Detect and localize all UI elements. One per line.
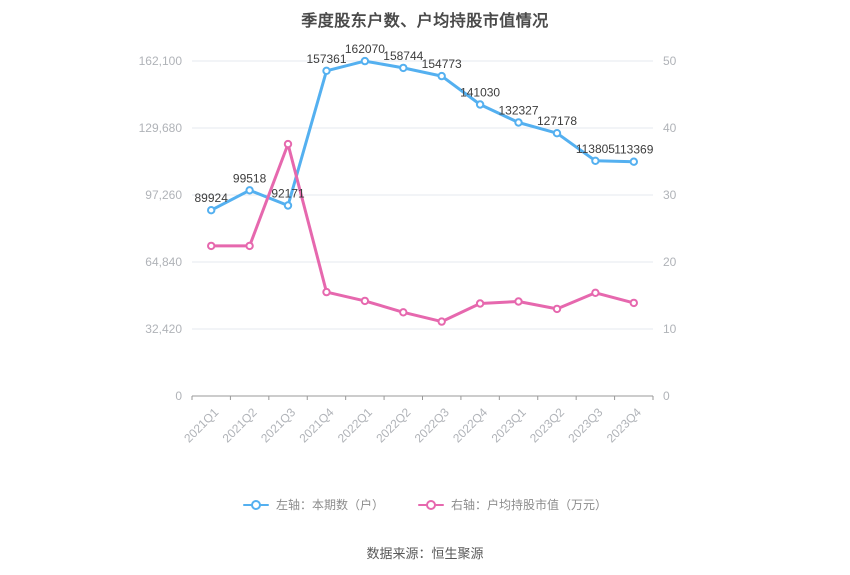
data-point-label: 99518 [233,171,267,185]
y-axis-tick-right: 20 [663,255,677,269]
data-point-series-0 [591,156,600,166]
x-axis-label: 2021Q3 [258,405,298,445]
y-axis-tick-left: 0 [175,389,182,403]
y-axis-tick-right: 0 [663,389,670,403]
x-axis-label: 2021Q2 [220,405,260,445]
y-axis-tick-right: 10 [663,322,677,336]
y-axis-tick-right: 30 [663,188,677,202]
data-point-series-0 [245,186,254,195]
data-point-series-1 [245,241,254,251]
x-axis-label: 2023Q2 [527,405,567,445]
x-axis-label: 2023Q1 [489,405,529,445]
data-point-label: 127178 [537,114,577,128]
data-point-label: 162070 [345,42,385,56]
data-point-series-1 [552,304,562,314]
data-point-series-0 [629,157,638,166]
y-axis-tick-right: 50 [663,54,677,68]
legend-line-marker-blue-icon [242,499,269,510]
chart-title: 季度股东户数、户均持股市值情况 [301,13,549,30]
data-point-series-0 [322,66,331,76]
x-axis-label: 2023Q4 [604,405,644,445]
data-point-series-1 [322,287,331,297]
data-point-series-0 [552,129,562,138]
legend-label-market-value: 右轴：户均持股市值（万元） [451,498,608,512]
data-point-series-1 [399,308,408,317]
data-point-series-1 [475,299,485,308]
data-point-series-0 [514,118,523,127]
data-point-series-0 [207,206,216,215]
x-axis-label: 2022Q3 [412,405,452,445]
y-axis-tick-left: 32,420 [145,322,182,336]
data-point-label: 92171 [271,187,305,201]
data-point-label: 158744 [383,49,423,63]
y-axis-tick-left: 129,680 [139,121,183,135]
data-point-label: 141030 [460,86,500,100]
legend-label-shareholder-count: 左轴：本期数（户） [275,498,384,512]
data-point-series-1 [629,298,638,308]
data-point-label: 154773 [422,57,462,71]
data-point-series-0 [360,56,370,66]
data-point-series-1 [283,139,293,149]
data-point-series-1 [591,288,600,297]
y-axis-tick-left: 64,840 [145,255,182,269]
chart-legend: 左轴：本期数（户） 右轴：户均持股市值（万元） [0,496,850,513]
data-source-note: 数据来源：恒生聚源 [366,546,484,561]
data-point-label: 89924 [195,191,229,205]
y-axis-tick-left: 97,260 [145,188,182,202]
data-point-series-0 [283,201,293,210]
x-axis-label: 2023Q3 [565,405,605,445]
data-point-series-0 [399,63,408,73]
y-axis-tick-left: 162,100 [139,54,183,68]
chart-canvas: 0 0 32,420 10 64,840 20 97,260 30 129,680 40 162,1… [139,42,677,445]
data-point-series-1 [514,297,523,306]
legend-line-marker-pink-icon [418,499,444,510]
series-line-0 [209,59,636,212]
data-point-series-1 [360,296,370,306]
data-point-series-1 [437,317,446,326]
x-axis-label: 2022Q4 [450,405,490,445]
data-point-series-0 [437,71,446,81]
data-point-label: 113369 [614,143,653,157]
x-axis-label: 2021Q1 [181,405,221,445]
data-point-series-0 [475,100,485,109]
data-point-label: 132327 [498,104,538,118]
x-axis-label: 2021Q4 [296,405,336,445]
data-point-label: 113805 [576,142,615,156]
series-line-1 [209,142,636,324]
legend-item-market-value[interactable]: 右轴：户均持股市值（万元） [418,496,607,513]
x-axis-label: 2022Q2 [373,405,413,445]
data-point-label: 157361 [306,52,346,66]
x-axis-label: 2022Q1 [335,405,375,445]
legend-item-shareholder-count[interactable]: 左轴：本期数（户） [242,496,384,513]
y-axis-tick-right: 40 [663,121,677,135]
data-point-series-1 [207,241,216,251]
